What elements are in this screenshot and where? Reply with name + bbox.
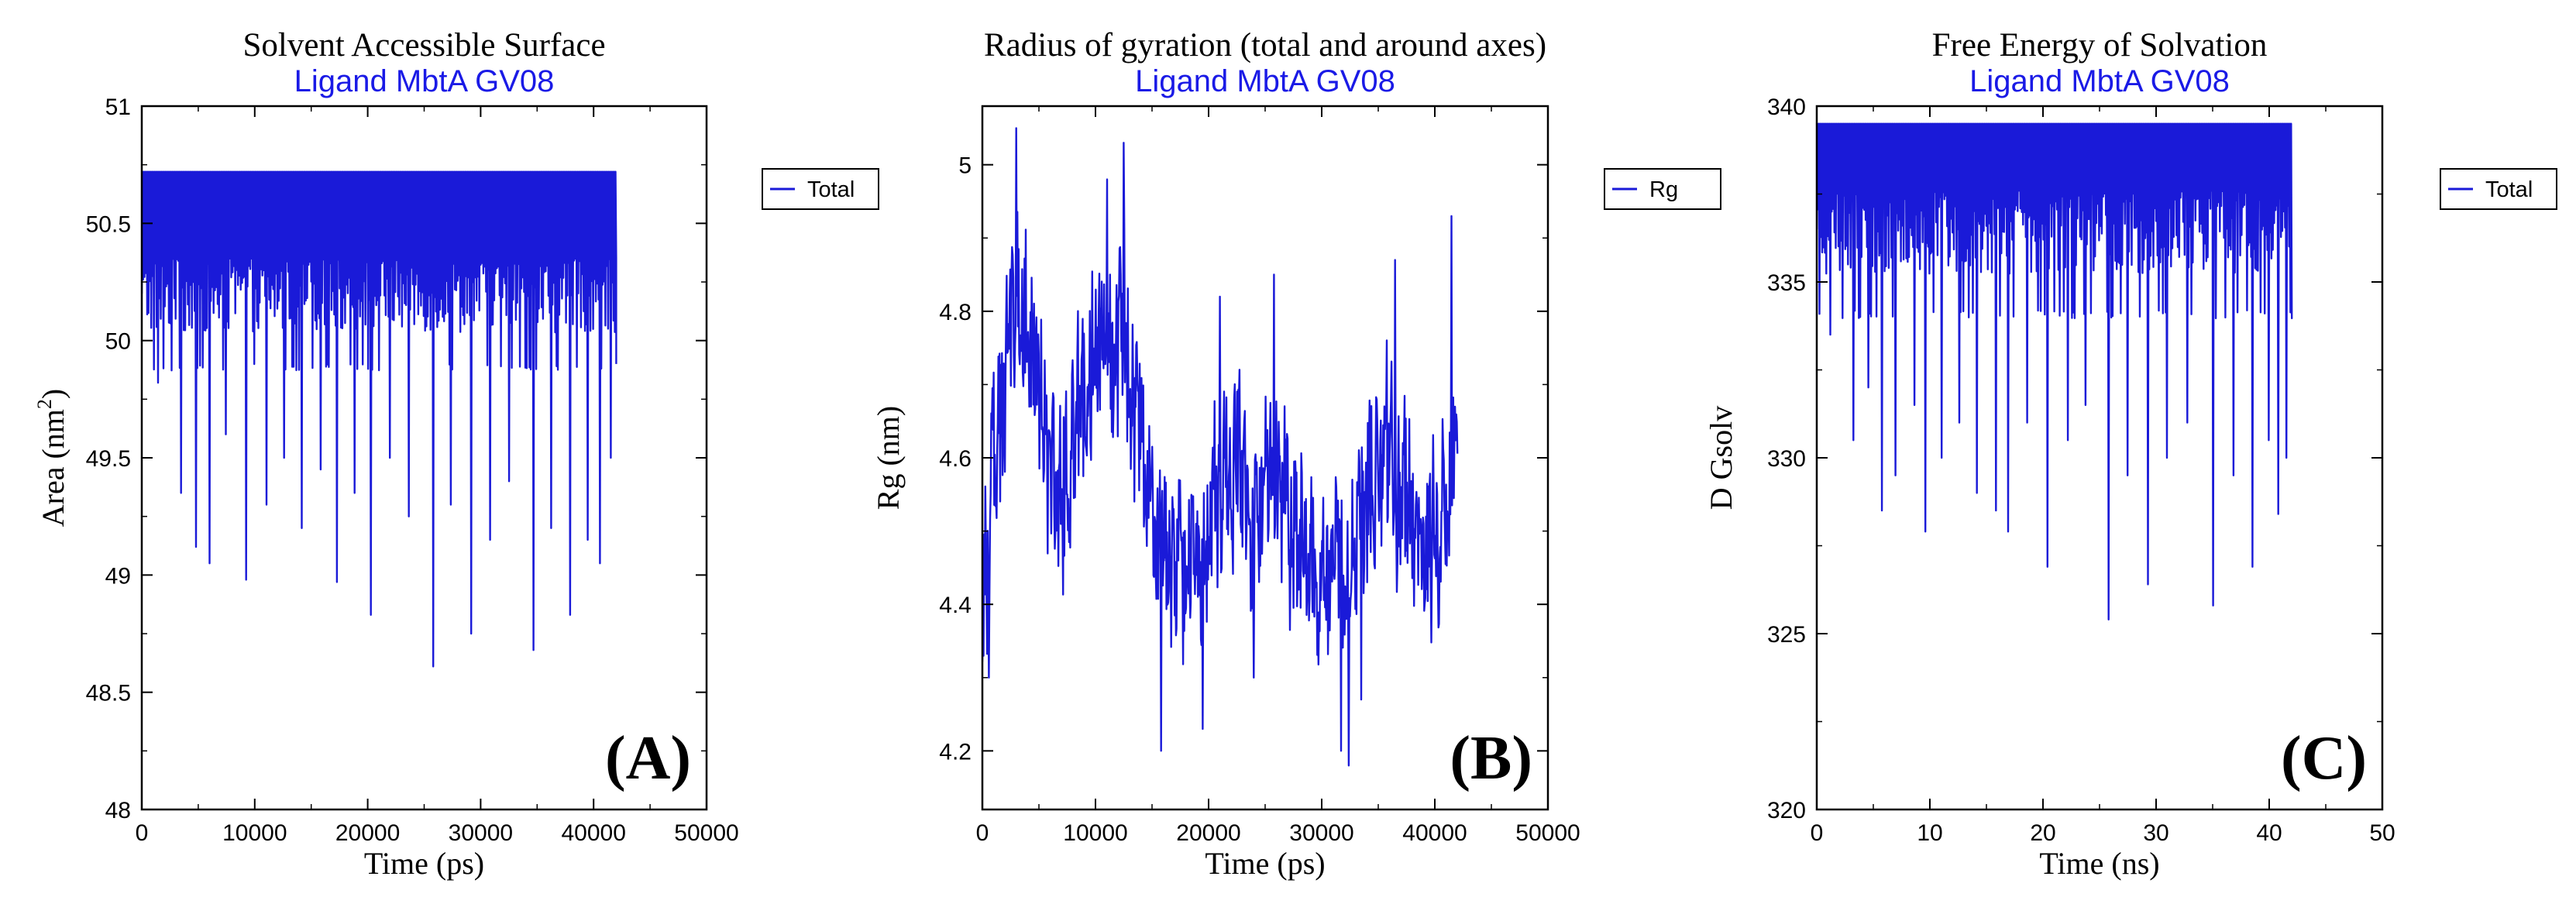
legend-label: Total: [2485, 177, 2533, 202]
y-axis-label: Area (nm2): [33, 389, 71, 527]
legend: Rg: [1604, 168, 1721, 210]
chart-title: Free Energy of Solvation: [1932, 27, 2268, 64]
x-tick-label: 20000: [1176, 820, 1240, 846]
y-tick-label: 325: [1767, 622, 1806, 648]
data-series-line: [142, 170, 617, 668]
x-tick-label: 40000: [1402, 820, 1467, 846]
y-axis-label: D Gsolv: [1704, 406, 1739, 510]
chart-subtitle: Ligand MbtA GV08: [294, 64, 555, 98]
y-tick-label: 50: [105, 329, 131, 355]
legend-label: Total: [807, 177, 855, 202]
y-tick-label: 4.2: [939, 739, 972, 765]
y-axis-label: Rg (nm): [871, 406, 906, 510]
x-tick-label: 30: [2143, 820, 2168, 846]
legend: Total: [2440, 168, 2557, 210]
y-tick-label: 49: [105, 563, 131, 589]
x-tick-label: 40: [2256, 820, 2282, 846]
x-tick-label: 20000: [335, 820, 400, 846]
y-tick-label: 48.5: [86, 681, 131, 706]
x-tick-label: 0: [136, 820, 149, 846]
x-axis-label: Time (ps): [364, 846, 484, 881]
chart-title: Radius of gyration (total and around axe…: [984, 27, 1546, 64]
y-tick-label: 4.8: [939, 300, 972, 325]
chart-subtitle: Ligand MbtA GV08: [1135, 64, 1395, 98]
x-tick-label: 30000: [1289, 820, 1353, 846]
data-series-line: [1817, 122, 2293, 620]
panel-label: (B): [1450, 724, 1532, 792]
x-tick-label: 0: [1811, 820, 1824, 846]
y-tick-label: 50.5: [86, 211, 131, 237]
y-tick-label: 335: [1767, 270, 1806, 296]
data-series-line: [982, 127, 1459, 767]
x-axis-label: Time (ps): [1205, 846, 1325, 881]
y-tick-label: 320: [1767, 798, 1806, 823]
x-tick-label: 0: [976, 820, 989, 846]
y-tick-label: 49.5: [86, 446, 131, 472]
y-tick-label: 4.4: [939, 593, 972, 618]
x-tick-label: 30000: [449, 820, 513, 846]
panel-label: (A): [605, 724, 691, 792]
x-tick-label: 20: [2030, 820, 2055, 846]
x-axis-label: Time (ns): [2039, 846, 2159, 881]
panel-label: (C): [2281, 724, 2367, 792]
chart-title: Solvent Accessible Surface: [242, 27, 605, 64]
x-tick-label: 50: [2369, 820, 2395, 846]
x-tick-label: 50000: [1515, 820, 1580, 846]
x-tick-label: 40000: [561, 820, 625, 846]
y-tick-label: 340: [1767, 95, 1806, 120]
chart-subtitle: Ligand MbtA GV08: [1969, 64, 2230, 98]
x-tick-label: 50000: [674, 820, 738, 846]
y-tick-label: 4.6: [939, 446, 972, 472]
y-tick-label: 5: [958, 153, 972, 179]
x-tick-label: 10000: [222, 820, 287, 846]
chart-b: Radius of gyration (total and around axe…: [871, 27, 1721, 881]
y-tick-label: 48: [105, 798, 131, 823]
legend-label: Rg: [1649, 177, 1678, 202]
x-tick-label: 10000: [1063, 820, 1127, 846]
y-tick-label: 51: [105, 95, 131, 120]
x-tick-label: 10: [1917, 820, 1942, 846]
y-tick-label: 330: [1767, 446, 1806, 472]
legend: Total: [762, 168, 879, 210]
